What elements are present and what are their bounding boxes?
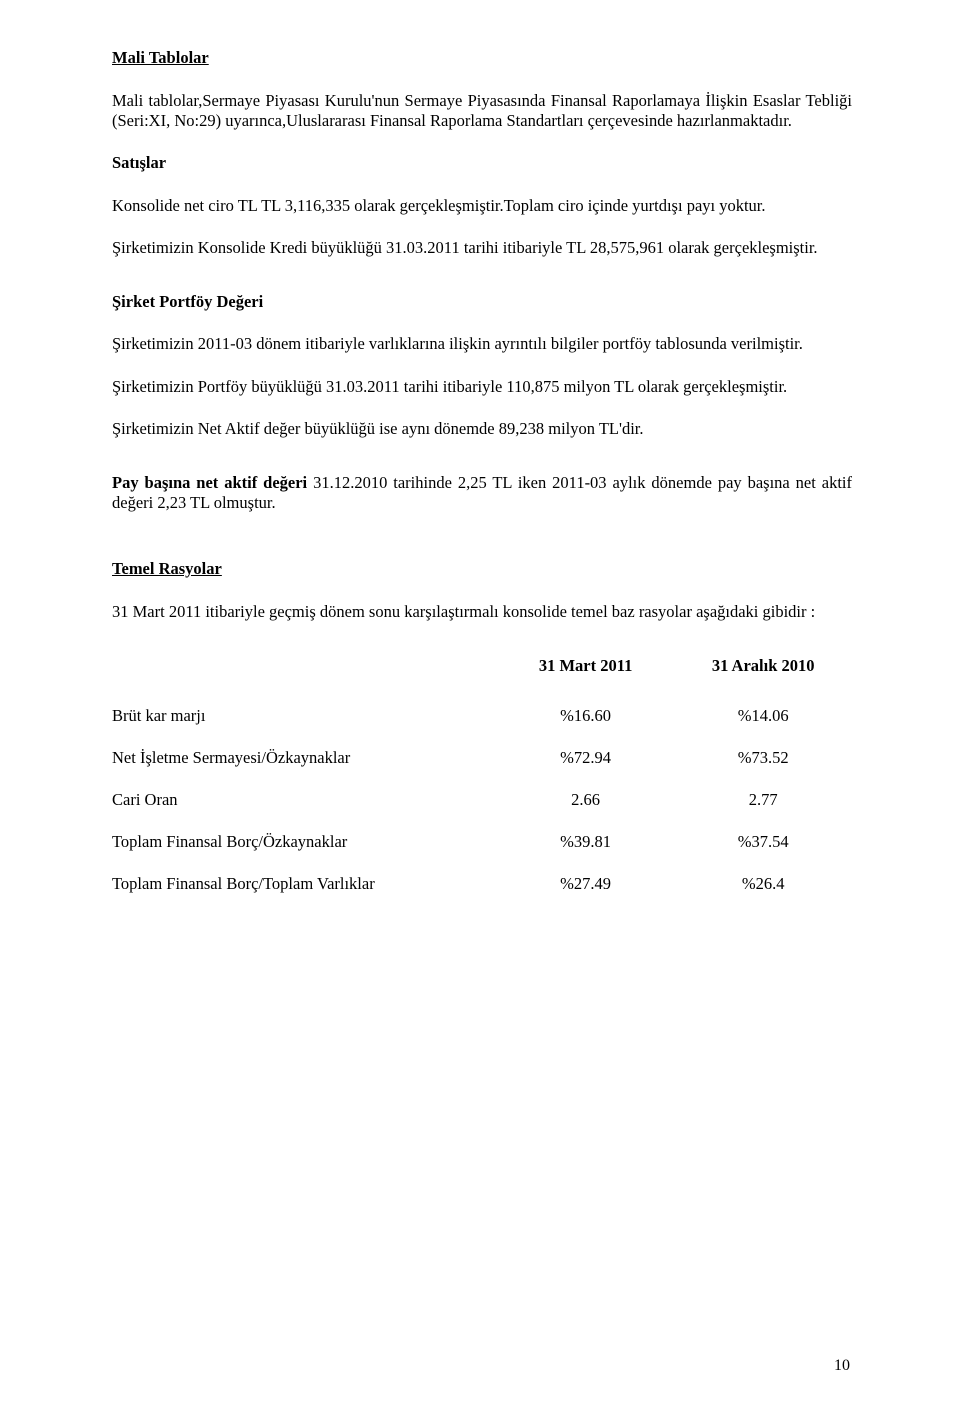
table-header-empty	[112, 656, 497, 700]
ratio-label: Toplam Finansal Borç/Özkaynaklar	[112, 826, 497, 868]
paragraph: Şirketimizin Net Aktif değer büyüklüğü i…	[112, 419, 852, 439]
ratio-label: Net İşletme Sermayesi/Özkaynaklar	[112, 742, 497, 784]
table-header-col2: 31 Aralık 2010	[674, 656, 852, 700]
table-row: Net İşletme Sermayesi/Özkaynaklar %72.94…	[112, 742, 852, 784]
ratio-value: %37.54	[674, 826, 852, 868]
ratio-label: Brüt kar marjı	[112, 700, 497, 742]
table-header-row: 31 Mart 2011 31 Aralık 2010	[112, 656, 852, 700]
paragraph: Şirketimizin Konsolide Kredi büyüklüğü 3…	[112, 238, 852, 258]
paragraph: Mali tablolar,Sermaye Piyasası Kurulu'nu…	[112, 91, 852, 131]
heading-satislar: Satışlar	[112, 153, 852, 174]
ratio-value: %73.52	[674, 742, 852, 784]
paragraph: Konsolide net ciro TL TL 3,116,335 olara…	[112, 196, 852, 216]
paragraph: Şirketimizin Portföy büyüklüğü 31.03.201…	[112, 377, 852, 397]
heading-mali-tablolar: Mali Tablolar	[112, 48, 852, 69]
ratio-value: %16.60	[497, 700, 675, 742]
ratio-value: %14.06	[674, 700, 852, 742]
heading-portfoy-degeri: Şirket Portföy Değeri	[112, 292, 852, 313]
ratios-table: 31 Mart 2011 31 Aralık 2010 Brüt kar mar…	[112, 656, 852, 910]
table-row: Toplam Finansal Borç/Özkaynaklar %39.81 …	[112, 826, 852, 868]
table-header-col1: 31 Mart 2011	[497, 656, 675, 700]
ratio-label: Toplam Finansal Borç/Toplam Varlıklar	[112, 868, 497, 910]
page-number: 10	[834, 1357, 850, 1375]
ratio-value: 2.66	[497, 784, 675, 826]
document-page: Mali Tablolar Mali tablolar,Sermaye Piya…	[0, 0, 960, 1401]
ratio-value: %27.49	[497, 868, 675, 910]
label-pay-basina: Pay başına net aktif değeri	[112, 473, 307, 492]
ratio-value: %72.94	[497, 742, 675, 784]
ratio-label: Cari Oran	[112, 784, 497, 826]
table-row: Toplam Finansal Borç/Toplam Varlıklar %2…	[112, 868, 852, 910]
ratio-value: %26.4	[674, 868, 852, 910]
paragraph: Şirketimizin 2011-03 dönem itibariyle va…	[112, 334, 852, 354]
table-row: Cari Oran 2.66 2.77	[112, 784, 852, 826]
heading-temel-rasyolar: Temel Rasyolar	[112, 559, 852, 580]
ratio-value: %39.81	[497, 826, 675, 868]
paragraph: 31 Mart 2011 itibariyle geçmiş dönem son…	[112, 602, 852, 622]
ratio-value: 2.77	[674, 784, 852, 826]
paragraph-pay-basina: Pay başına net aktif değeri 31.12.2010 t…	[112, 473, 852, 513]
table-row: Brüt kar marjı %16.60 %14.06	[112, 700, 852, 742]
